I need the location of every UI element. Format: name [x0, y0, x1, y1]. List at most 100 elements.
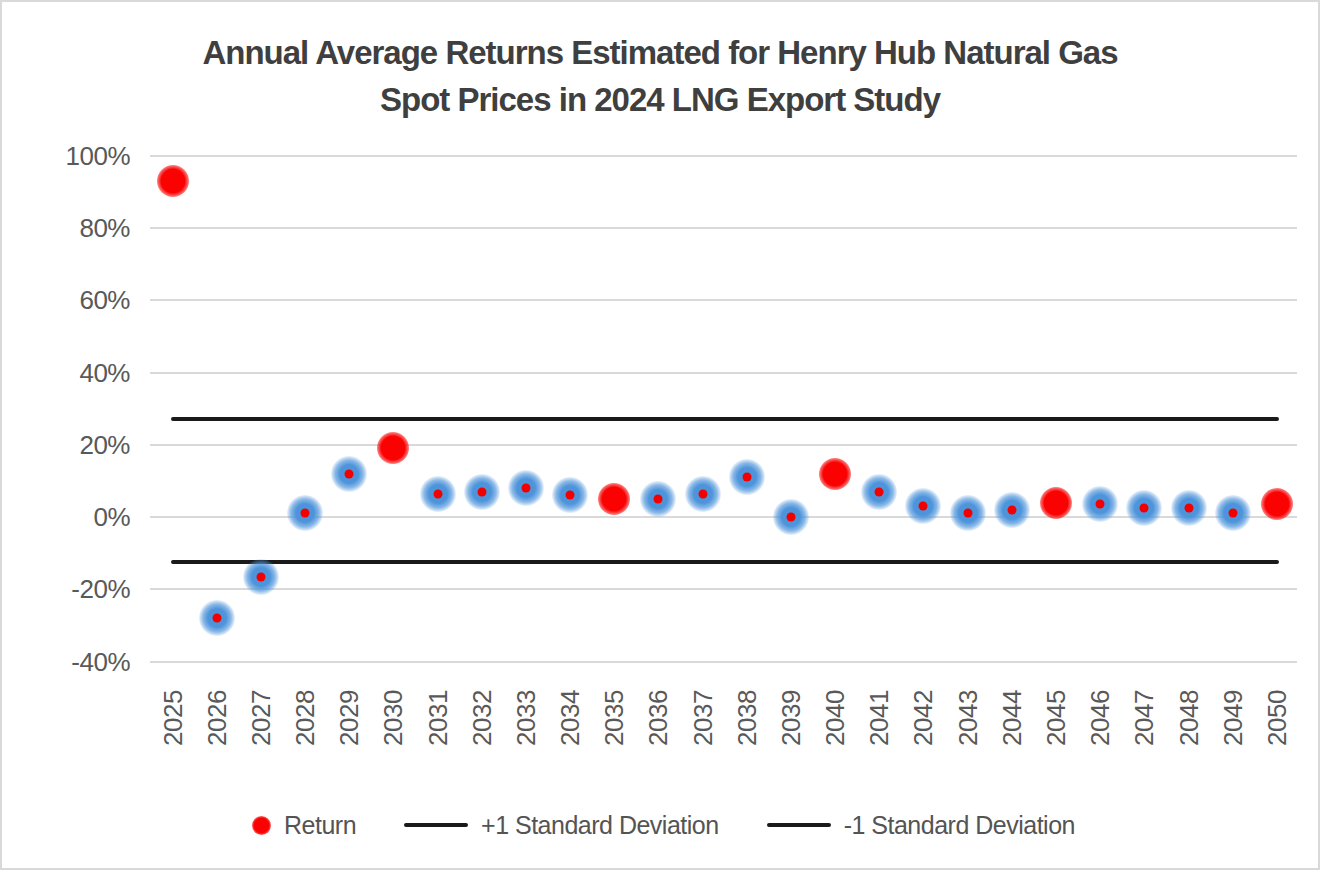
gridline-100 [150, 155, 1297, 157]
x-tick-label-2038: 2038 [731, 690, 762, 746]
gridline--40 [150, 661, 1297, 663]
y-tick-label--20: -20% [38, 573, 130, 605]
data-point-2040 [819, 458, 851, 490]
data-point-core-2031 [433, 489, 442, 498]
legend-label-minus1sd: -1 Standard Deviation [844, 810, 1075, 840]
x-tick-label-2040: 2040 [820, 690, 851, 746]
data-point-2034 [552, 477, 588, 513]
data-point-2029 [331, 456, 367, 492]
x-tick-label-2034: 2034 [555, 690, 586, 746]
data-point-2045 [1040, 487, 1072, 519]
legend-item-minus1sd: -1 Standard Deviation [767, 810, 1075, 840]
x-tick-label-2027: 2027 [245, 690, 276, 746]
x-tick-label-2035: 2035 [599, 690, 630, 746]
data-point-2032 [464, 474, 500, 510]
data-point-2038 [729, 459, 765, 495]
gridline-60 [150, 299, 1297, 301]
data-point-2031 [420, 476, 456, 512]
y-tick-label-80: 80% [38, 212, 130, 244]
data-point-core-2037 [698, 489, 707, 498]
data-point-core-2042 [919, 502, 928, 511]
x-tick-label-2028: 2028 [290, 690, 321, 746]
legend-item-return: Return [252, 810, 356, 840]
data-point-2041 [861, 474, 897, 510]
data-point-core-2039 [786, 513, 795, 522]
y-tick-label-100: 100% [38, 140, 130, 172]
data-point-2037 [685, 476, 721, 512]
x-tick-label-2043: 2043 [952, 690, 983, 746]
data-point-core-2027 [256, 572, 265, 581]
legend-label-plus1sd: +1 Standard Deviation [481, 810, 719, 840]
y-tick-label-60: 60% [38, 284, 130, 316]
data-point-2035 [598, 483, 630, 515]
x-tick-label-2046: 2046 [1085, 690, 1116, 746]
x-tick-label-2026: 2026 [201, 690, 232, 746]
legend-item-plus1sd: +1 Standard Deviation [404, 810, 719, 840]
data-point-core-2036 [654, 494, 663, 503]
y-tick-label-20: 20% [38, 429, 130, 461]
data-point-2047 [1126, 490, 1162, 526]
y-tick-label-40: 40% [38, 357, 130, 389]
x-tick-label-2048: 2048 [1173, 690, 1204, 746]
data-point-core-2038 [742, 473, 751, 482]
x-tick-label-2044: 2044 [996, 690, 1027, 746]
y-tick-label--40: -40% [38, 646, 130, 678]
x-tick-label-2050: 2050 [1261, 690, 1292, 746]
data-point-2027 [243, 559, 279, 595]
data-point-core-2047 [1140, 503, 1149, 512]
x-tick-label-2039: 2039 [775, 690, 806, 746]
x-tick-label-2025: 2025 [157, 690, 188, 746]
data-point-core-2046 [1096, 500, 1105, 509]
data-point-2039 [773, 499, 809, 535]
chart-title-line1: Annual Average Returns Estimated for Hen… [2, 29, 1318, 76]
chart-title: Annual Average Returns Estimated for Hen… [2, 29, 1318, 123]
data-point-core-2043 [963, 509, 972, 518]
data-point-core-2034 [566, 491, 575, 500]
sd-line-plus1 [171, 417, 1279, 421]
gridline-20 [150, 444, 1297, 446]
x-tick-label-2042: 2042 [908, 690, 939, 746]
x-tick-label-2049: 2049 [1217, 690, 1248, 746]
data-point-2049 [1215, 495, 1251, 531]
data-point-2042 [905, 488, 941, 524]
x-tick-label-2032: 2032 [466, 690, 497, 746]
data-point-2025 [157, 165, 189, 197]
x-tick-label-2041: 2041 [864, 690, 895, 746]
data-point-core-2044 [1007, 505, 1016, 514]
data-point-core-2029 [345, 469, 354, 478]
sd-line-minus1 [171, 560, 1279, 564]
x-tick-label-2045: 2045 [1041, 690, 1072, 746]
data-point-2050 [1261, 488, 1293, 520]
legend: Return +1 Standard Deviation -1 Standard… [252, 806, 1075, 844]
x-tick-label-2047: 2047 [1129, 690, 1160, 746]
chart-canvas: Annual Average Returns Estimated for Hen… [0, 0, 1320, 870]
data-point-2026 [199, 600, 235, 636]
legend-label-return: Return [284, 810, 356, 840]
x-tick-label-2031: 2031 [422, 690, 453, 746]
data-point-core-2033 [521, 484, 530, 493]
data-point-core-2026 [212, 614, 221, 623]
x-tick-label-2029: 2029 [334, 690, 365, 746]
data-point-2033 [508, 470, 544, 506]
data-point-core-2028 [301, 509, 310, 518]
data-point-core-2041 [875, 487, 884, 496]
x-tick-label-2037: 2037 [687, 690, 718, 746]
data-point-2043 [950, 495, 986, 531]
return-dot-icon [252, 816, 271, 835]
data-point-core-2049 [1228, 509, 1237, 518]
data-point-2028 [287, 495, 323, 531]
data-point-2030 [377, 432, 409, 464]
gridline-80 [150, 227, 1297, 229]
x-tick-label-2036: 2036 [643, 690, 674, 746]
gridline-40 [150, 372, 1297, 374]
x-tick-label-2030: 2030 [378, 690, 409, 746]
data-point-core-2048 [1184, 503, 1193, 512]
plus1sd-line-icon [404, 823, 468, 827]
gridline--20 [150, 588, 1297, 590]
data-point-2036 [640, 481, 676, 517]
chart-title-line2: Spot Prices in 2024 LNG Export Study [2, 76, 1318, 123]
minus1sd-line-icon [767, 823, 831, 827]
y-tick-label-0: 0% [38, 501, 130, 533]
data-point-2044 [994, 492, 1030, 528]
data-point-core-2032 [477, 487, 486, 496]
